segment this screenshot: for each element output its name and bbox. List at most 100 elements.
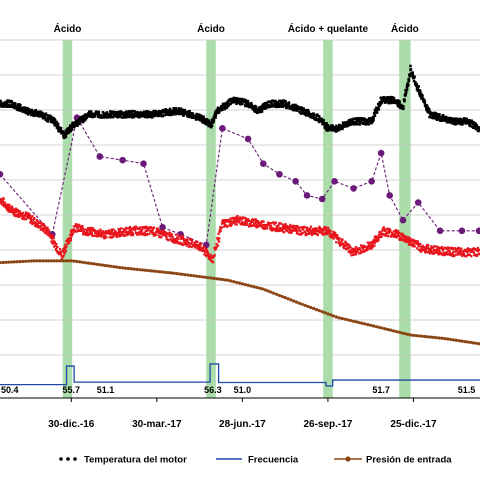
series-red-point-1309 [413, 241, 416, 244]
series-red-point-673 [212, 261, 215, 264]
series-red-point-296 [91, 234, 95, 237]
series-red-point-347 [108, 230, 111, 233]
series-temperatura-point-1316 [414, 82, 418, 86]
series-red-point-355 [110, 235, 113, 238]
series-red-point-786 [247, 225, 251, 228]
series-temperatura-point-112 [34, 108, 37, 112]
series-red-point-33 [9, 209, 12, 212]
series-red-point-1165 [368, 242, 371, 245]
series-red-point-1025 [322, 227, 326, 230]
series-red-point-1509 [476, 246, 479, 250]
series-temperatura-point-661 [207, 122, 211, 126]
series-red-point-745 [234, 216, 237, 219]
series-red-point-415 [129, 228, 132, 231]
series-red-point-107 [32, 218, 35, 222]
series-temperatura-point-530 [165, 111, 169, 114]
series-red-point-323 [100, 235, 103, 238]
series-red-point-939 [296, 232, 299, 235]
series-red-point-1063 [335, 241, 338, 244]
series-red-point-1256 [396, 231, 399, 234]
series-red-point-427 [134, 227, 137, 231]
series-red-point-508 [159, 230, 162, 233]
series-red-point-253 [78, 229, 81, 232]
series-temperatura-point-110 [33, 114, 36, 117]
series-purple-point-22 [414, 199, 422, 206]
series-red-point-1400 [441, 249, 445, 252]
series-temperatura-point-64 [19, 104, 22, 107]
series-red-point-1505 [475, 253, 478, 256]
series-temperatura-point-872 [274, 100, 277, 103]
series-temperatura-point-1144 [360, 117, 364, 121]
series-temperatura-point-338 [105, 111, 109, 114]
series-red-point-995 [313, 229, 317, 232]
series-red-point-54 [16, 209, 19, 213]
series-temperatura-point-1031 [324, 127, 328, 131]
series-red-point-933 [294, 229, 297, 232]
series-red-point-573 [180, 236, 183, 239]
series-red-point-403 [126, 232, 129, 235]
series-red-point-190 [59, 247, 62, 251]
series-temperatura-point-1262 [398, 100, 401, 103]
series-red-point-975 [307, 232, 311, 236]
series-temperatura-point-828 [260, 108, 264, 112]
series-temperatura-point-383 [119, 113, 122, 117]
series-temperatura-point-875 [275, 105, 279, 109]
series-temperatura-point-1035 [326, 125, 330, 128]
series-red-point-465 [146, 232, 149, 236]
series-temperatura-point-842 [264, 106, 268, 110]
series-temperatura-point-1071 [337, 128, 341, 132]
series-temperatura-point-397 [124, 113, 127, 117]
series-red-point-1235 [389, 235, 393, 238]
series-red-point-905 [284, 229, 288, 232]
series-temperatura-point-1298 [409, 68, 413, 71]
series-purple-point-0 [0, 170, 4, 178]
series-red-point-59 [16, 208, 19, 212]
series-red-point-799 [251, 220, 254, 223]
series-red-point-438 [138, 231, 141, 234]
series-red-point-66 [19, 211, 22, 215]
series-temperatura-point-675 [212, 120, 215, 123]
series-red-point-170 [52, 236, 55, 239]
series-red-point-748 [235, 218, 238, 222]
series-temperatura-point-974 [306, 108, 310, 112]
series-red-point-1229 [387, 230, 390, 233]
series-temperatura-point-335 [104, 113, 108, 117]
series-purple-point-21 [399, 216, 407, 224]
series-temperatura-point-998 [313, 118, 317, 121]
series-red-point-542 [170, 234, 173, 237]
series-red-point-1175 [370, 247, 373, 250]
series-red-point-712 [223, 224, 227, 228]
series-red-point-747 [236, 217, 239, 220]
series-red-point-164 [49, 235, 53, 238]
series-temperatura-point-845 [266, 106, 269, 109]
series-red-point-727 [229, 217, 232, 220]
series-red-point-228 [70, 233, 73, 236]
series-temperatura-point-1436 [453, 117, 457, 121]
series-temperatura-point-873 [275, 103, 279, 107]
series-temperatura-point-274 [85, 116, 88, 120]
series-red-point-732 [231, 220, 234, 223]
series-temperatura-point-1184 [373, 114, 377, 117]
series-red-point-868 [273, 223, 276, 226]
series-red-point-95 [28, 213, 31, 216]
series-temperatura-point-162 [49, 120, 53, 124]
series-temperatura-point-1196 [377, 107, 380, 110]
legend-marker-temperatura-3 [73, 457, 77, 461]
series-red-point-907 [286, 230, 289, 233]
series-temperatura-point-49 [13, 102, 17, 105]
series-temperatura-point-290 [89, 110, 93, 113]
series-red-point-1369 [432, 252, 435, 256]
series-red-point-636 [200, 248, 203, 251]
series-red-point-238 [74, 230, 77, 233]
series-red-point-646 [203, 253, 206, 256]
series-temperatura-point-1397 [440, 118, 444, 122]
series-temperatura-point-1235 [389, 101, 392, 105]
series-red-point-1138 [358, 248, 362, 251]
series-red-point-1304 [411, 245, 415, 248]
series-temperatura-point-1367 [431, 111, 434, 115]
series-red-point-1147 [362, 248, 365, 251]
series-red-point-119 [35, 223, 38, 226]
series-red-point-791 [249, 223, 252, 226]
series-red-point-592 [186, 238, 189, 241]
series-temperatura-point-1321 [417, 85, 420, 88]
